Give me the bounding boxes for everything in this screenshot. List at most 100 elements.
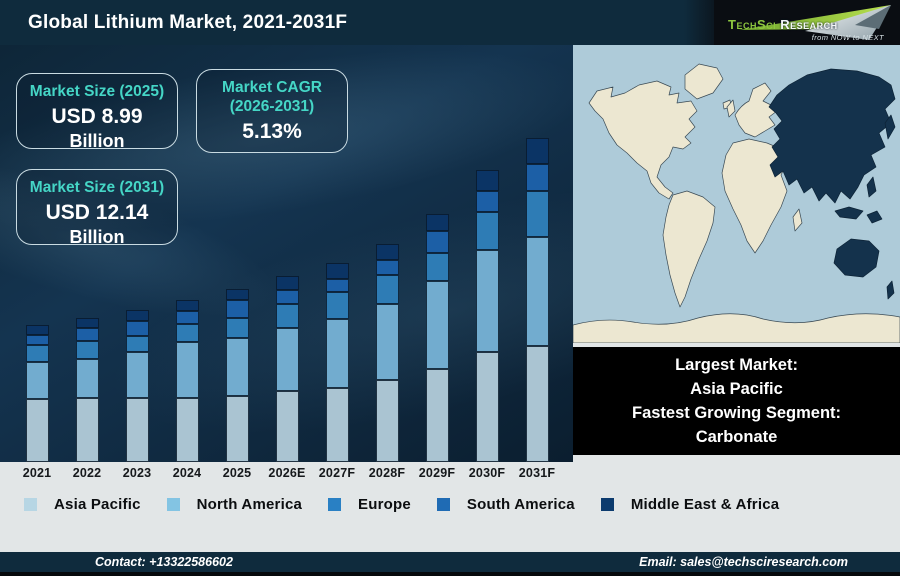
bar-segment xyxy=(75,359,99,398)
legend-item: Asia Pacific xyxy=(24,496,141,513)
bar-segment xyxy=(375,244,399,260)
bar-column-2028F xyxy=(362,244,412,462)
bar-segment xyxy=(75,398,99,462)
info-line: Carbonate xyxy=(695,427,778,446)
legend-label: North America xyxy=(196,496,303,513)
map-australia-highlight xyxy=(833,238,880,278)
legend-swatch-icon xyxy=(600,498,614,511)
stat-label: Market Size (2025) xyxy=(29,83,165,100)
largest-market-info-box: Largest Market: Asia Pacific Fastest Gro… xyxy=(573,347,900,455)
x-axis-tick-label: 2021 xyxy=(22,466,52,480)
legend-label: Europe xyxy=(358,496,411,513)
bar-segment xyxy=(525,191,549,237)
bar-segment xyxy=(175,324,199,342)
bar-segment xyxy=(425,231,449,253)
bar-segment xyxy=(325,279,349,292)
bar-segment xyxy=(125,352,149,398)
bar-segment xyxy=(25,362,49,399)
contact-phone: Contact: +13322586602 xyxy=(95,555,233,569)
legend-label: South America xyxy=(466,496,575,513)
right-column: Largest Market: Asia Pacific Fastest Gro… xyxy=(573,45,900,462)
bar-segment xyxy=(425,281,449,369)
legend-swatch-icon xyxy=(166,498,180,511)
map-indonesia-highlight xyxy=(834,206,864,220)
logo-wordmark: TechSci Research xyxy=(728,17,838,32)
info-line: Asia Pacific xyxy=(690,379,783,398)
legend-item: Europe xyxy=(328,496,411,513)
info-line: Largest Market: xyxy=(675,355,798,374)
page-title: Global Lithium Market, 2021-2031F xyxy=(28,11,348,33)
bar-segment xyxy=(175,398,199,462)
stacked-bar xyxy=(275,276,299,462)
stat-box-market-cagr: Market CAGR (2026-2031) 5.13% xyxy=(196,69,348,153)
bar-segment xyxy=(275,328,299,391)
x-axis-tick-label: 2025 xyxy=(222,466,252,480)
stacked-bar-chart xyxy=(12,138,562,462)
bar-segment xyxy=(75,328,99,341)
bar-segment xyxy=(375,380,399,462)
bar-segment xyxy=(25,399,49,462)
stacked-bar xyxy=(175,300,199,462)
bar-segment xyxy=(375,275,399,304)
bar-column-2021 xyxy=(12,325,62,462)
stacked-bar xyxy=(25,325,49,462)
stat-unit: Billion xyxy=(69,227,125,247)
map-north-america xyxy=(588,80,698,200)
x-axis-tick-label: 2027F xyxy=(318,466,356,480)
bar-segment xyxy=(25,325,49,335)
x-axis-tick-label: 2022 xyxy=(72,466,102,480)
x-axis-tick-label: 2029F xyxy=(418,466,456,480)
stat-sublabel: (2026-2031) xyxy=(229,98,315,115)
bar-segment xyxy=(275,391,299,462)
bar-segment xyxy=(425,253,449,281)
chart-legend: Asia Pacific North America Europe South Ame… xyxy=(0,496,900,513)
info-line: Fastest Growing Segment: xyxy=(631,403,842,422)
bar-segment xyxy=(375,260,399,275)
bottom-strip: 2021 2022 2023 2024 2025 2026E 2027F 2028F 2029F… xyxy=(0,462,900,552)
stat-box-market-size-2025: Market Size (2025) USD 8.99 Billion xyxy=(16,73,178,151)
bar-segment xyxy=(275,304,299,328)
bar-segment xyxy=(275,290,299,304)
legend-item: South America xyxy=(436,496,575,513)
bar-segment xyxy=(375,304,399,380)
map-philippines-highlight xyxy=(866,176,877,198)
logo-brand-primary: TechSci xyxy=(728,17,777,32)
bar-column-2023 xyxy=(112,310,162,462)
header: Global Lithium Market, 2021-2031F TechSc… xyxy=(0,0,900,45)
bar-segment xyxy=(275,276,299,290)
legend-item: Middle East & Africa xyxy=(600,496,780,513)
x-axis-tick-label: 2024 xyxy=(172,466,202,480)
bar-segment xyxy=(225,318,249,338)
legend-swatch-icon xyxy=(24,498,37,511)
bar-segment xyxy=(475,170,499,191)
bar-segment xyxy=(175,300,199,311)
bar-segment xyxy=(525,164,549,191)
x-axis-tick-label: 2030F xyxy=(468,466,506,480)
bar-segment xyxy=(225,396,249,462)
bar-segment xyxy=(25,345,49,362)
bar-segment xyxy=(475,250,499,352)
map-greenland xyxy=(684,63,724,100)
stat-value: USD 8.99 xyxy=(51,105,143,128)
bar-column-2025 xyxy=(212,289,262,462)
chart-area: Market Size (2025) USD 8.99 Billion Mark… xyxy=(0,45,573,462)
bar-segment xyxy=(125,321,149,336)
x-axis-tick-label: 2026E xyxy=(268,466,306,480)
bar-segment xyxy=(425,214,449,231)
stacked-bar xyxy=(125,310,149,462)
map-europe xyxy=(734,82,780,138)
bar-segment xyxy=(525,237,549,346)
map-british-isles xyxy=(726,99,736,118)
bar-segment xyxy=(425,369,449,462)
map-asia-highlight xyxy=(768,68,896,204)
bar-segment xyxy=(325,292,349,319)
legend-label: Middle East & Africa xyxy=(630,496,780,513)
bar-segment xyxy=(525,138,549,164)
legend-item: North America xyxy=(166,496,303,513)
bar-segment xyxy=(175,311,199,324)
stat-label: Market Size (2031) xyxy=(29,179,165,196)
bar-segment xyxy=(75,341,99,359)
map-japan-highlight xyxy=(884,114,896,140)
footer: Contact: +13322586602 Email: sales@techs… xyxy=(0,552,900,576)
